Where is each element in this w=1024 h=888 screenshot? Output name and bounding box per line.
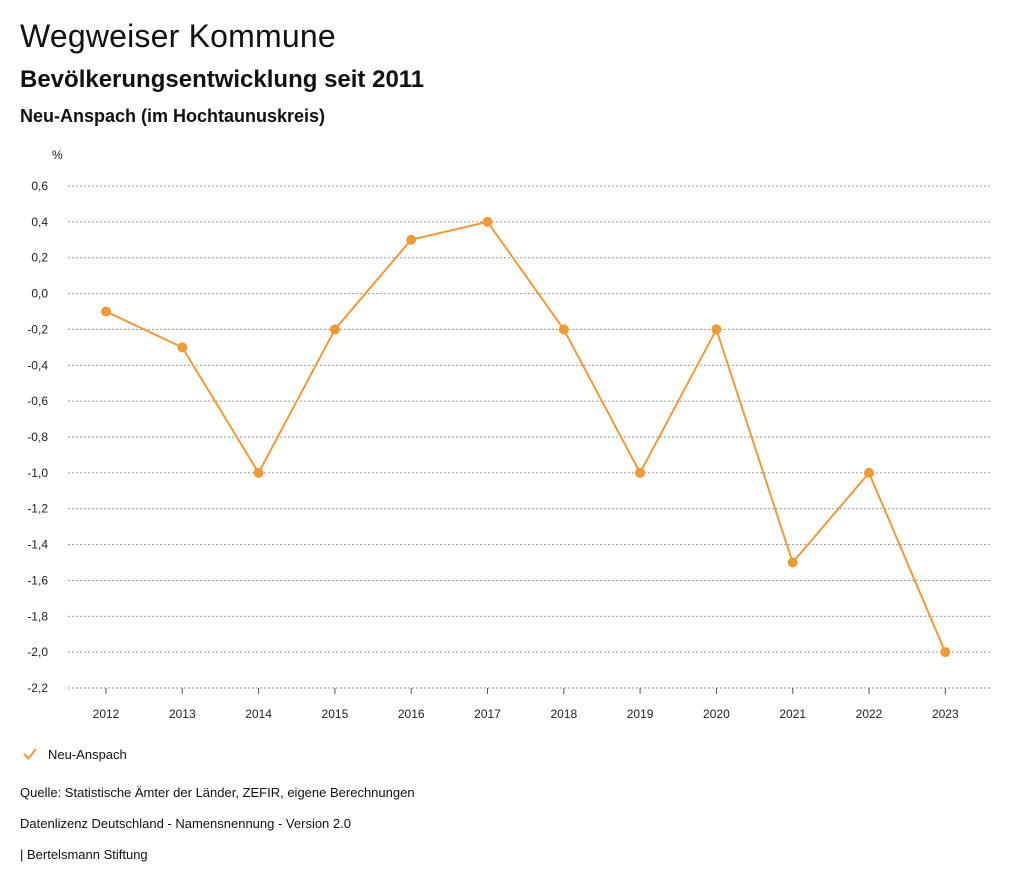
data-point[interactable] [101, 306, 111, 317]
y-tick-label: 0,2 [31, 251, 48, 265]
chart-subtitle: Bevölkerungsentwicklung seit 2011 [20, 66, 425, 93]
x-tick-label: 2021 [779, 707, 806, 721]
license-note: Datenlizenz Deutschland - Namensnennung … [20, 816, 351, 831]
data-point[interactable] [635, 467, 646, 478]
x-tick-label: 2015 [322, 707, 349, 721]
y-tick-label: -1,6 [27, 573, 48, 587]
source-note: Quelle: Statistische Ämter der Länder, Z… [20, 785, 415, 800]
data-point[interactable] [711, 324, 722, 335]
y-tick-label: -0,8 [27, 430, 48, 444]
data-point[interactable] [558, 324, 569, 335]
x-tick-label: 2023 [932, 707, 959, 721]
data-point[interactable] [406, 234, 417, 245]
y-tick-label: -0,4 [27, 358, 48, 372]
x-tick-label: 2020 [703, 707, 730, 721]
data-point[interactable] [864, 467, 874, 478]
data-point[interactable] [177, 342, 188, 353]
y-tick-label: 0,0 [31, 287, 48, 301]
data-point[interactable] [253, 467, 264, 478]
data-point[interactable] [482, 216, 493, 227]
y-axis-ticks: 0,6 0,4 0,2 0,0 -0,2 -0,4 -0,6 -0,8 -1,0 -1,2 -1,4… [27, 179, 48, 695]
y-tick-label: -2,0 [27, 645, 48, 659]
legend-label: Neu-Anspach [48, 746, 127, 762]
y-tick-label: -1,0 [27, 466, 48, 480]
page-title: Wegweiser Kommune [20, 18, 336, 54]
x-axis-ticks: 2012 2013 2014 2015 2016 2017 2018 2019 2020 2021… [93, 688, 959, 721]
checkmark-icon [23, 748, 37, 760]
data-point[interactable] [940, 647, 951, 658]
data-point[interactable] [787, 557, 798, 568]
data-point[interactable] [329, 324, 340, 335]
series-layer [101, 216, 951, 658]
grid-lines [68, 185, 990, 689]
x-tick-label: 2022 [856, 707, 883, 721]
y-tick-label: -1,8 [27, 609, 48, 623]
x-tick-label: 2013 [169, 707, 196, 721]
x-tick-label: 2019 [627, 707, 654, 721]
y-tick-label: -0,6 [27, 394, 48, 408]
x-tick-label: 2018 [550, 707, 577, 721]
x-tick-label: 2016 [398, 707, 425, 721]
y-tick-label: -2,2 [27, 681, 48, 695]
y-tick-label: -1,2 [27, 502, 48, 516]
publisher-note: | Bertelsmann Stiftung [20, 847, 148, 862]
y-tick-label: -1,4 [27, 538, 48, 552]
x-tick-label: 2014 [245, 707, 272, 721]
line-chart: % 0,6 0,4 0,2 0,0 -0,2 -0,4 -0,6 -0,8 -1,0 -1,2 -1… [27, 148, 990, 721]
y-axis-unit: % [52, 148, 63, 162]
x-tick-label: 2017 [474, 707, 501, 721]
y-tick-label: 0,4 [31, 215, 48, 229]
x-tick-label: 2012 [93, 707, 120, 721]
region-title: Neu-Anspach (im Hochtaunuskreis) [20, 106, 326, 126]
y-tick-label: 0,6 [31, 179, 48, 193]
legend[interactable]: Neu-Anspach [22, 744, 127, 764]
series-line [105, 220, 947, 653]
y-tick-label: -0,2 [27, 322, 48, 336]
